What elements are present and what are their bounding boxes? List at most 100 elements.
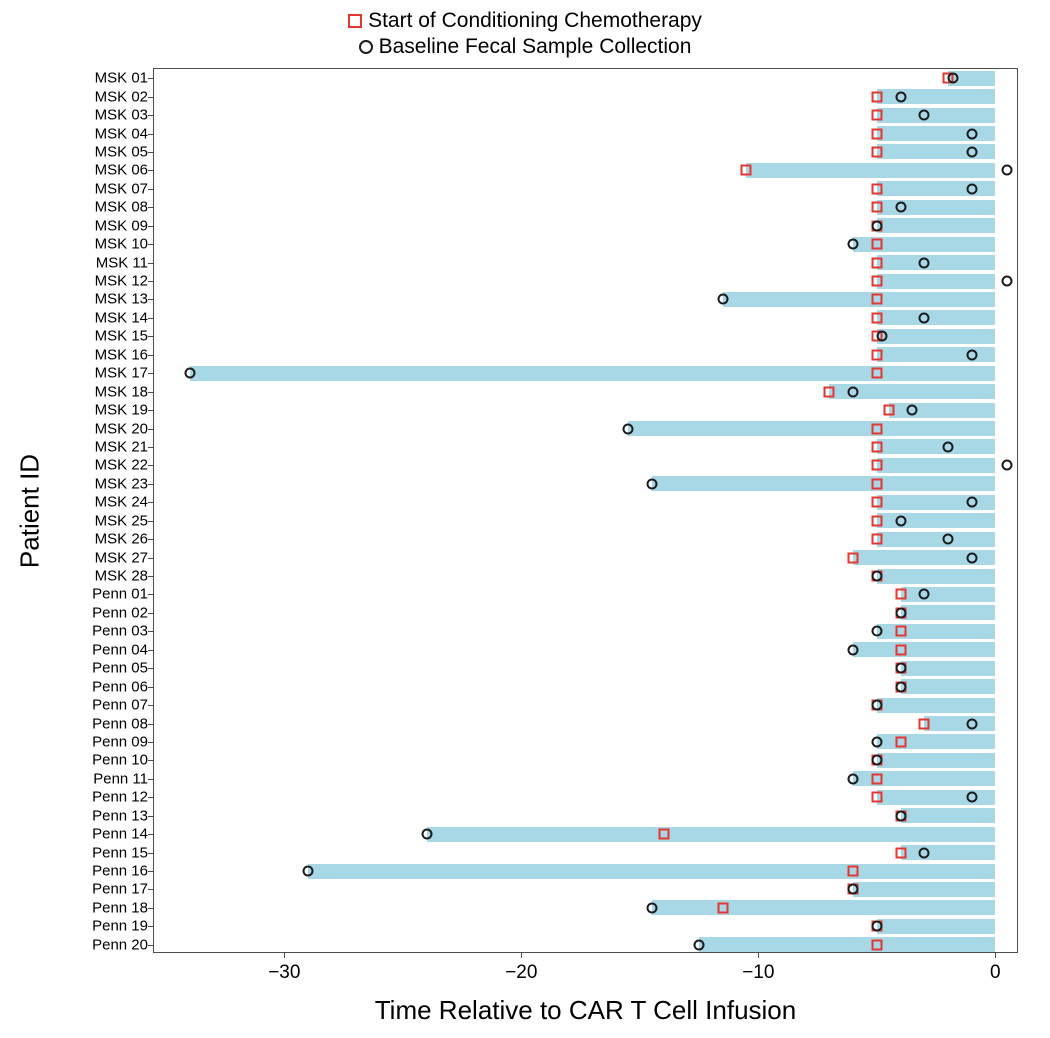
conditioning-marker [883,405,894,416]
baseline-marker [895,91,906,102]
timeline-bar [877,218,995,233]
timeline-bar [877,329,995,344]
baseline-marker [895,810,906,821]
baseline-marker [421,829,432,840]
timeline-bar [877,569,995,584]
baseline-marker [871,571,882,582]
baseline-marker [871,736,882,747]
timeline-bar [901,679,996,694]
baseline-marker [646,902,657,913]
x-tick-label: −30 [268,952,300,984]
y-tick-label: MSK 09 [95,217,154,234]
conditioning-marker [895,736,906,747]
timeline-bar [877,347,995,362]
y-tick-label: MSK 04 [95,125,154,142]
conditioning-marker [871,368,882,379]
baseline-marker [966,128,977,139]
y-tick-label: MSK 05 [95,143,154,160]
y-tick-label: Penn 08 [92,715,154,732]
plot-area: −30−20−100MSK 01MSK 02MSK 03MSK 04MSK 05… [153,68,1018,953]
conditioning-marker [895,644,906,655]
baseline-marker [646,478,657,489]
timeline-bar [877,698,995,713]
baseline-marker [848,884,859,895]
baseline-marker [919,312,930,323]
timeline-bar [877,439,995,454]
y-tick-label: MSK 01 [95,70,154,87]
conditioning-marker [871,294,882,305]
conditioning-marker [848,866,859,877]
y-tick-label: MSK 24 [95,494,154,511]
y-axis-title: Patient ID [15,453,46,567]
conditioning-marker [871,276,882,287]
y-tick-label: MSK 07 [95,180,154,197]
timeline-bar [877,458,995,473]
y-tick-label: MSK 23 [95,475,154,492]
y-tick-label: MSK 11 [96,254,154,271]
y-tick-label: Penn 01 [92,586,154,603]
baseline-marker [184,368,195,379]
timeline-bar [652,900,996,915]
baseline-marker [871,220,882,231]
y-tick-label: Penn 15 [92,844,154,861]
baseline-marker [848,644,859,655]
baseline-marker [303,866,314,877]
y-tick-label: Penn 06 [92,678,154,695]
baseline-marker [871,755,882,766]
baseline-marker [895,663,906,674]
y-tick-label: MSK 06 [95,162,154,179]
conditioning-marker [871,441,882,452]
y-tick-label: MSK 28 [95,568,154,585]
baseline-marker [919,257,930,268]
legend-label: Start of Conditioning Chemotherapy [368,9,702,33]
baseline-marker [947,73,958,84]
conditioning-marker [871,183,882,194]
baseline-marker [1002,460,1013,471]
y-tick-label: Penn 10 [92,752,154,769]
conditioning-marker [871,202,882,213]
baseline-marker [919,847,930,858]
conditioning-marker [741,165,752,176]
y-tick-label: MSK 10 [95,236,154,253]
conditioning-marker [658,829,669,840]
y-tick-label: MSK 12 [95,273,154,290]
baseline-marker [848,239,859,250]
conditioning-marker [871,349,882,360]
timeline-bar [427,827,996,842]
baseline-marker [871,700,882,711]
timeline-bar [746,163,995,178]
y-tick-label: Penn 03 [92,623,154,640]
y-tick-label: Penn 20 [92,936,154,953]
timeline-bar [901,808,996,823]
timeline-bar [889,403,996,418]
y-tick-label: MSK 18 [95,383,154,400]
y-tick-label: MSK 19 [95,402,154,419]
y-tick-label: MSK 25 [95,512,154,529]
timeline-bar [628,421,995,436]
baseline-marker [966,497,977,508]
baseline-marker [871,921,882,932]
baseline-marker [895,607,906,618]
y-tick-label: Penn 12 [92,789,154,806]
conditioning-marker [871,478,882,489]
timeline-bar [924,716,995,731]
timeline-bar [877,144,995,159]
baseline-marker [848,773,859,784]
conditioning-marker [824,386,835,397]
x-tick-label: −20 [505,952,537,984]
square-icon [348,14,362,28]
y-tick-label: MSK 14 [95,309,154,326]
timeline-bar [877,753,995,768]
baseline-marker [966,792,977,803]
baseline-marker [895,202,906,213]
conditioning-marker [871,312,882,323]
conditioning-marker [871,239,882,250]
timeline-bar [877,790,995,805]
x-axis-title: Time Relative to CAR T Cell Infusion [375,995,796,1026]
y-tick-label: MSK 13 [95,291,154,308]
y-tick-label: Penn 11 [93,770,154,787]
baseline-marker [966,146,977,157]
timeline-bar [877,274,995,289]
y-tick-label: Penn 19 [92,918,154,935]
conditioning-marker [871,534,882,545]
